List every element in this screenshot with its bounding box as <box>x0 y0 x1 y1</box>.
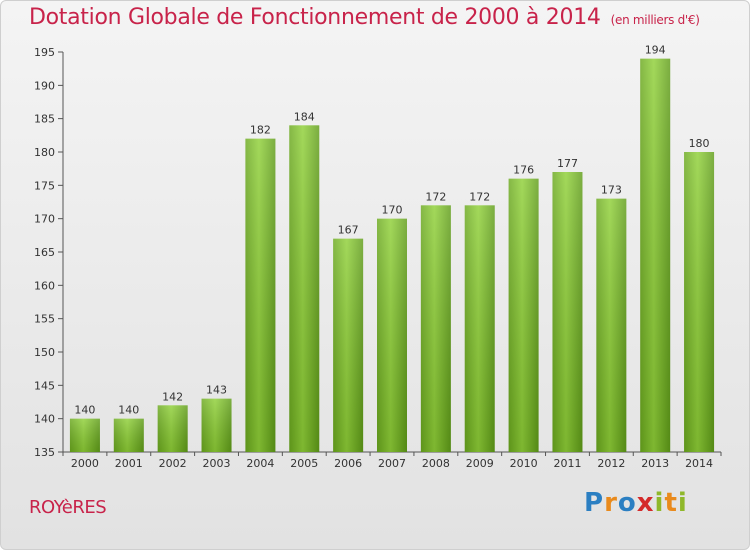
logo-letter: o <box>617 488 637 518</box>
chart-title-text: Dotation Globale de Fonctionnement de 20… <box>29 5 601 30</box>
x-tick-label: 2012 <box>597 457 625 470</box>
x-tick-label: 2008 <box>422 457 450 470</box>
y-tick-label: 170 <box>34 213 55 226</box>
data-label: 194 <box>645 44 666 57</box>
bar-shade <box>508 178 539 452</box>
y-tick-label: 155 <box>34 313 55 326</box>
data-label: 177 <box>557 157 578 170</box>
data-label: 173 <box>601 184 622 197</box>
data-label: 176 <box>513 164 534 177</box>
y-tick-label: 195 <box>34 46 55 59</box>
bar-shade <box>640 58 671 453</box>
bar-shade <box>377 218 407 452</box>
data-label: 172 <box>469 190 490 203</box>
x-tick-label: 2007 <box>378 457 406 470</box>
bar-shade <box>420 205 451 452</box>
bar-shade <box>552 172 583 452</box>
bar-shade <box>464 205 495 452</box>
logo-letter: i <box>677 488 688 518</box>
bar-shade <box>113 418 144 452</box>
bar-shade <box>684 152 715 452</box>
data-label: 170 <box>382 204 403 217</box>
data-label: 180 <box>689 137 710 150</box>
bar-shade <box>289 125 320 452</box>
chart-title: Dotation Globale de Fonctionnement de 20… <box>29 5 700 30</box>
logo-letter: P <box>584 488 605 518</box>
x-tick-label: 2004 <box>246 457 274 470</box>
x-tick-label: 2009 <box>466 457 494 470</box>
y-tick-label: 180 <box>34 146 55 159</box>
y-tick-label: 140 <box>34 413 55 426</box>
x-tick-label: 2010 <box>510 457 538 470</box>
y-tick-label: 190 <box>34 79 55 92</box>
data-label: 140 <box>118 404 139 417</box>
logo-letter: r <box>604 488 618 518</box>
bar-shade <box>69 418 100 452</box>
bars <box>69 58 715 453</box>
y-tick-label: 165 <box>34 246 55 259</box>
chart-unit-text: (en milliers d'€) <box>610 13 700 27</box>
x-tick-label: 2001 <box>115 457 143 470</box>
bar-shade <box>157 405 188 452</box>
y-tick-label: 145 <box>34 379 55 392</box>
y-tick-label: 160 <box>34 279 55 292</box>
data-label: 143 <box>206 384 227 397</box>
data-label: 184 <box>294 110 315 123</box>
x-tick-label: 2006 <box>334 457 362 470</box>
data-label: 140 <box>74 404 95 417</box>
data-label: 167 <box>338 224 359 237</box>
x-tick-label: 2013 <box>641 457 669 470</box>
value-labels: 140 140 142 143 182 184 167 170 172 172 176 177 173 1… <box>74 44 709 417</box>
data-label: 172 <box>425 190 446 203</box>
x-tick-label: 2014 <box>685 457 713 470</box>
bar-shade <box>333 238 364 452</box>
proxiti-logo: Proxiti <box>584 488 688 518</box>
x-tick-label: 2005 <box>290 457 318 470</box>
axes: 135 140 145 150 155 160 165 170 175 180 185 190 195 2… <box>34 46 722 470</box>
data-label: 142 <box>162 390 183 403</box>
y-tick-label: 150 <box>34 346 55 359</box>
logo-letter: t <box>664 488 678 518</box>
x-tick-label: 2000 <box>71 457 99 470</box>
bar-shade <box>201 398 232 452</box>
y-tick-label: 135 <box>34 446 55 459</box>
bar-shade <box>596 198 627 452</box>
y-tick-label: 175 <box>34 179 55 192</box>
x-tick-label: 2003 <box>203 457 231 470</box>
y-tick-label: 185 <box>34 113 55 126</box>
x-tick-label: 2011 <box>553 457 581 470</box>
place-name: ROYèRES <box>29 497 107 518</box>
bar-shade <box>245 138 276 452</box>
logo-letter: i <box>654 488 665 518</box>
data-label: 182 <box>250 124 271 137</box>
logo-letter: x <box>636 488 655 518</box>
x-tick-label: 2002 <box>159 457 187 470</box>
